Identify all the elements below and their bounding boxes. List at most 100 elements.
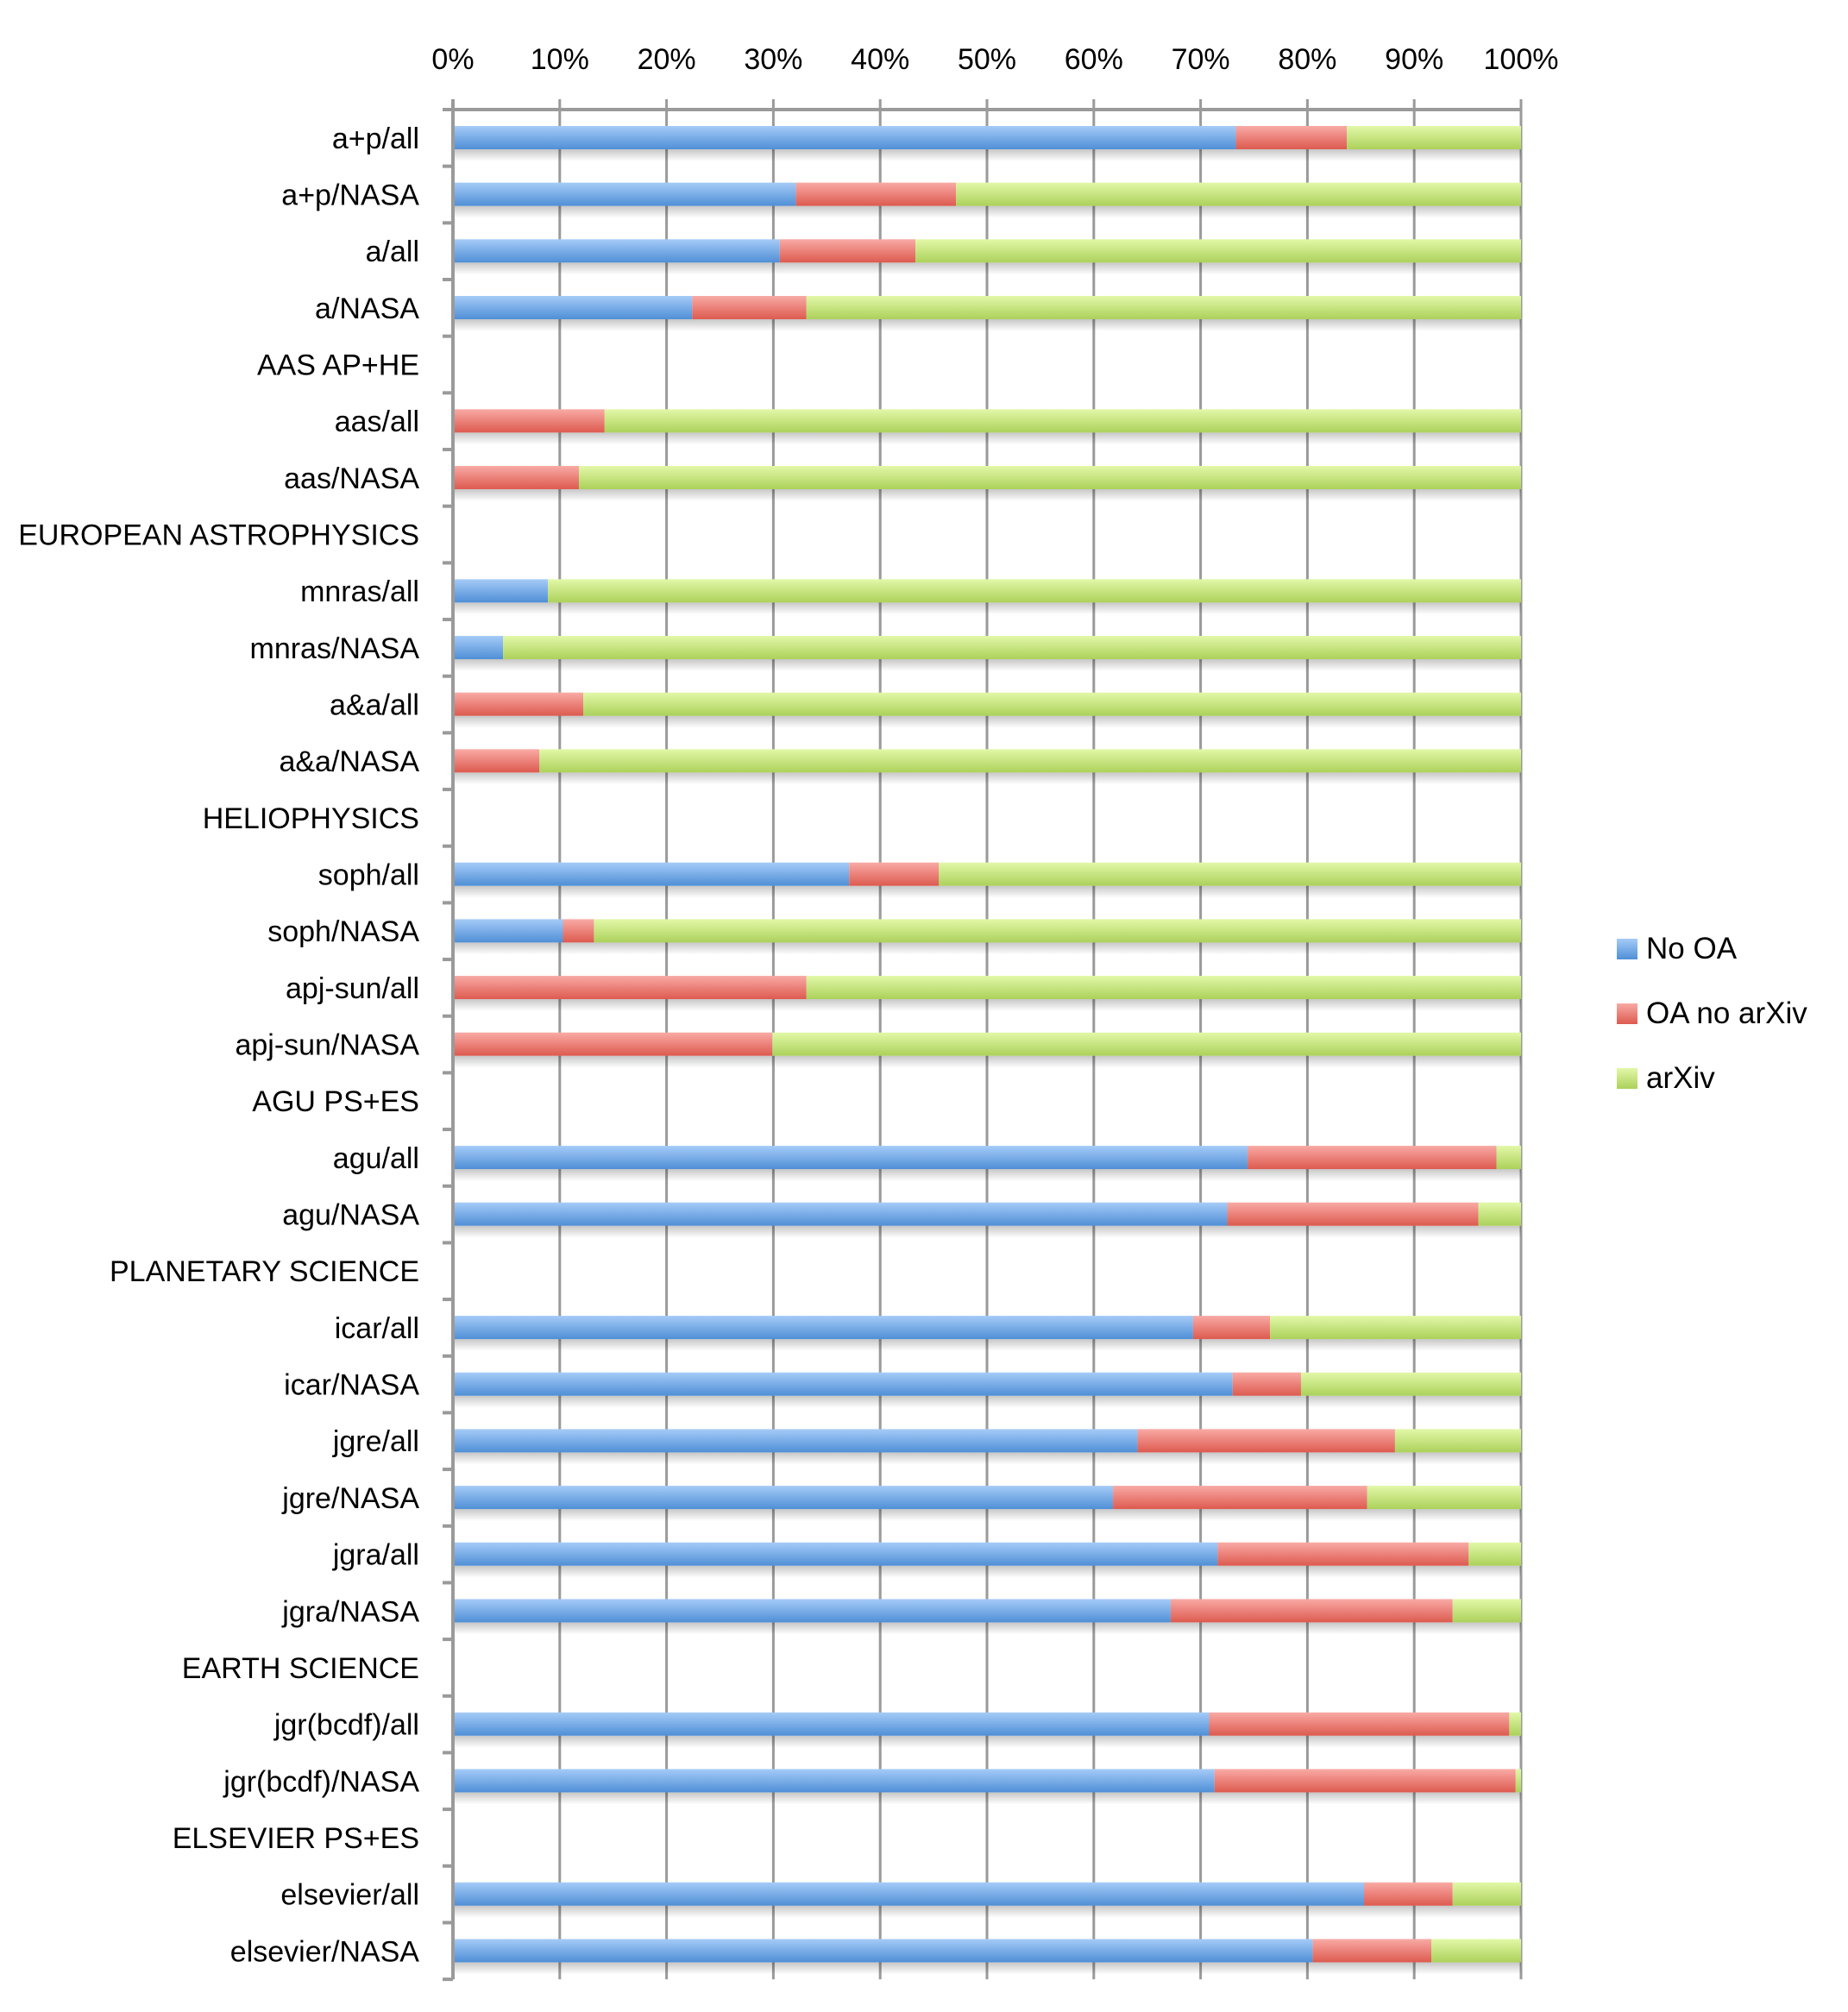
bar-segment-arxiv — [579, 466, 1521, 490]
x-tick-label: 50% — [958, 43, 1016, 76]
bar-segment-arxiv — [539, 749, 1521, 773]
bar-segment-oa-no-arxiv — [779, 239, 916, 263]
bar-segment-no-oa — [455, 126, 1236, 149]
bar-segment-arxiv — [1496, 1146, 1521, 1170]
bar-segment-no-oa — [455, 1599, 1171, 1623]
bar-segment-oa-no-arxiv — [1170, 1599, 1453, 1623]
bar-segment-no-oa — [455, 1202, 1228, 1226]
category-label: icar/NASA — [284, 1369, 419, 1402]
category-label: jgr(bcdf)/NASA — [223, 1765, 419, 1798]
x-tick-label: 0% — [431, 43, 474, 76]
bar-segment-oa-no-arxiv — [455, 692, 584, 716]
bar-segment-oa-no-arxiv — [849, 862, 940, 886]
category-labels: a+p/all a+p/NASA a/all a/NASA AAS AP+HE aas/a… — [18, 123, 419, 1968]
bar-shadow — [455, 262, 1521, 275]
bar-segment-arxiv — [939, 862, 1521, 886]
category-label: aas/all — [335, 406, 419, 438]
bar-segment-arxiv — [1509, 1712, 1521, 1736]
bar-shadow — [455, 1622, 1521, 1635]
bar-segment-no-oa — [455, 239, 780, 263]
bar-shadow — [455, 1735, 1521, 1748]
bar-segment-oa-no-arxiv — [692, 296, 807, 320]
bar-segment-oa-no-arxiv — [455, 749, 540, 773]
bar-segment-oa-no-arxiv — [1217, 1542, 1469, 1566]
bar-shadow — [455, 1792, 1521, 1805]
x-tick-label: 10% — [531, 43, 589, 76]
bar-shadow — [455, 1169, 1521, 1182]
bar-segment-arxiv — [1270, 1316, 1521, 1340]
bar-segment-arxiv — [503, 636, 1521, 660]
bar-segment-oa-no-arxiv — [1214, 1769, 1516, 1793]
bar-segment-no-oa — [455, 1486, 1114, 1510]
bar-segment-no-oa — [455, 1146, 1248, 1170]
bar-segment-oa-no-arxiv — [1312, 1939, 1432, 1963]
legend-label: arXiv — [1646, 1061, 1715, 1095]
bar-shadows — [455, 149, 1521, 1975]
bar-shadow — [455, 149, 1521, 161]
bar-segment-no-oa — [455, 1769, 1215, 1793]
bar-segment-oa-no-arxiv — [1232, 1372, 1301, 1396]
category-label: AAS AP+HE — [257, 349, 419, 382]
bar-shadow — [455, 1339, 1521, 1352]
legend-item: OA no arXiv — [1617, 981, 1807, 1046]
legend-item: No OA — [1617, 916, 1807, 981]
bar-segment-arxiv — [583, 692, 1521, 716]
category-label: elsevier/all — [280, 1879, 419, 1912]
legend-swatch — [1617, 1067, 1637, 1089]
bar-segment-oa-no-arxiv — [455, 466, 580, 490]
legend-swatch — [1617, 938, 1637, 959]
bar-segment-no-oa — [455, 1542, 1218, 1566]
category-label: jgra/all — [332, 1539, 419, 1572]
category-label: apj-sun/NASA — [235, 1029, 419, 1062]
bar-segment-oa-no-arxiv — [1364, 1882, 1453, 1906]
bar-shadow — [455, 205, 1521, 218]
bar-segment-no-oa — [455, 1882, 1365, 1906]
category-label: a/all — [366, 236, 419, 268]
legend-label: No OA — [1646, 932, 1738, 965]
bar-segment-no-oa — [455, 296, 693, 320]
bar-segment-arxiv — [1347, 126, 1521, 149]
bar-shadow — [455, 942, 1521, 955]
bar-segment-oa-no-arxiv — [1113, 1486, 1367, 1510]
bar-segment-arxiv — [1300, 1372, 1521, 1396]
category-label: HELIOPHYSICS — [203, 802, 419, 835]
bar-segment-no-oa — [455, 1712, 1210, 1736]
bar-segment-arxiv — [1468, 1542, 1521, 1566]
bar-segment-arxiv — [1478, 1202, 1521, 1226]
bar-shadow — [455, 602, 1521, 615]
category-label: agu/all — [333, 1142, 419, 1175]
bar-segment-oa-no-arxiv — [1137, 1429, 1395, 1453]
bar-shadow — [455, 659, 1521, 672]
bar-shadow — [455, 489, 1521, 502]
bar-shadow — [455, 1962, 1521, 1975]
bar-segment-arxiv — [548, 579, 1521, 603]
category-label: elsevier/NASA — [230, 1935, 420, 1968]
bar-segment-arxiv — [604, 409, 1521, 433]
bar-segment-no-oa — [455, 1372, 1233, 1396]
axes — [443, 99, 1522, 1982]
bar-segment-no-oa — [455, 862, 850, 886]
bar-shadow — [455, 1055, 1521, 1068]
bar-segment-no-oa — [455, 636, 504, 660]
category-label: agu/NASA — [282, 1199, 419, 1232]
x-tick-label: 90% — [1385, 43, 1443, 76]
bar-shadow — [455, 1395, 1521, 1408]
bar-segment-arxiv — [915, 239, 1521, 263]
bar-segment-no-oa — [455, 182, 796, 206]
category-label: soph/NASA — [267, 915, 419, 948]
bar-segment-oa-no-arxiv — [455, 409, 605, 433]
bar-segment-oa-no-arxiv — [1248, 1146, 1497, 1170]
bar-segment-arxiv — [1452, 1882, 1521, 1906]
bar-segment-oa-no-arxiv — [1192, 1316, 1271, 1340]
bar-segment-no-oa — [455, 1429, 1138, 1453]
category-label: jgre/NASA — [281, 1482, 419, 1515]
category-label: a/NASA — [315, 292, 419, 325]
x-tick-labels: 0% 10% 20% 30% 40% 50% 60% 70% 80% 90% 100% — [431, 43, 1558, 76]
category-label: soph/all — [318, 859, 419, 892]
category-label: a+p/NASA — [281, 179, 419, 212]
bar-shadow — [455, 999, 1521, 1012]
bar-segment-no-oa — [455, 1939, 1313, 1963]
category-label: jgr(bcdf)/all — [273, 1709, 419, 1742]
bar-segment-oa-no-arxiv — [1209, 1712, 1510, 1736]
legend-swatch — [1617, 1003, 1637, 1024]
